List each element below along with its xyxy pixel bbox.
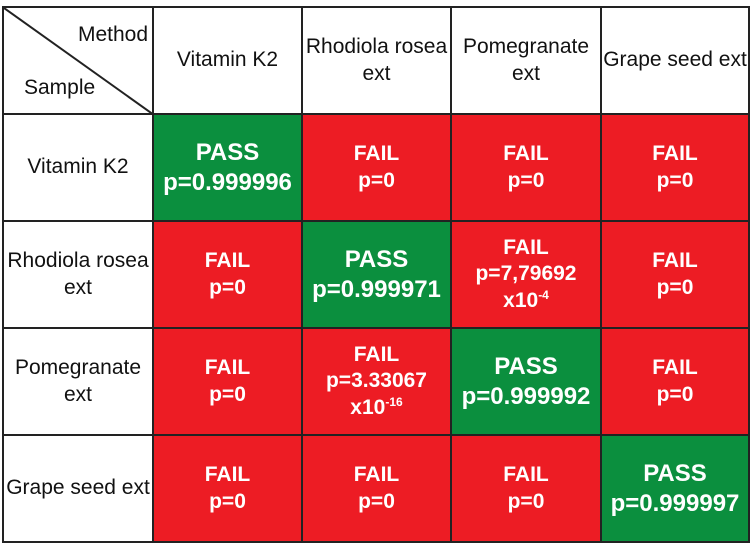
fail-cell: FAIL p=0 [600, 113, 750, 222]
pass-cell: PASS p=0.999997 [600, 434, 750, 543]
pass-cell: PASS p=0.999971 [301, 220, 452, 329]
p-exponent: x10-16 [350, 394, 403, 419]
fail-cell: FAIL p=0 [450, 434, 602, 543]
result-label: FAIL [353, 142, 400, 166]
table-row: Rhodiola rosea ext FAIL p=0 PASS p=0.999971 F… [2, 220, 750, 329]
fail-cell: FAIL p=0 [301, 113, 452, 222]
fail-cell: FAIL p=0 [152, 327, 303, 436]
method-header: Rhodiola rosea ext [301, 6, 452, 115]
pass-cell: PASS p=0.999996 [152, 113, 303, 222]
header-row: Method Sample Vitamin K2 Rhodiola rosea … [2, 6, 750, 115]
result-label: FAIL [652, 356, 698, 380]
fail-cell: FAIL p=0 [600, 327, 750, 436]
results-table: Method Sample Vitamin K2 Rhodiola rosea … [2, 6, 750, 543]
p-value: p=3.33067 [325, 369, 427, 393]
result-label: PASS [344, 245, 409, 273]
method-header: Grape seed ext [600, 6, 750, 115]
result-label: FAIL [204, 463, 251, 487]
table-row: Grape seed ext FAIL p=0 FAIL p=0 FAIL p=0 PASS p… [2, 434, 750, 543]
p-value: p=0 [209, 382, 246, 406]
method-label: Method [77, 23, 148, 46]
result-label: FAIL [652, 142, 698, 166]
p-value: p=0 [358, 489, 395, 513]
sample-header: Vitamin K2 [2, 113, 154, 222]
sample-header: Rhodiola rosea ext [2, 220, 154, 329]
fail-cell: FAIL p=0 [450, 113, 602, 222]
result-label: PASS [643, 459, 707, 487]
fail-cell: FAIL p=0 [152, 434, 303, 543]
p-value: p=0 [209, 489, 246, 513]
result-label: FAIL [503, 463, 549, 487]
result-label: FAIL [353, 343, 400, 367]
fail-cell: FAIL p=0 [301, 434, 452, 543]
corner-cell: Method Sample [2, 6, 154, 115]
fail-cell: FAIL p=0 [600, 220, 750, 329]
p-value: p=0.999992 [461, 382, 591, 410]
table-row: Pomegranate ext FAIL p=0 FAIL p=3.33067 x10-1… [2, 327, 750, 436]
p-exponent: x10-4 [503, 287, 549, 312]
p-value: p=0.999996 [163, 168, 292, 196]
method-header: Pomegranate ext [450, 6, 602, 115]
sample-header: Pomegranate ext [2, 327, 154, 436]
result-label: FAIL [652, 249, 698, 273]
pass-cell: PASS p=0.999992 [450, 327, 602, 436]
result-label: FAIL [204, 249, 251, 273]
p-value: p=0 [656, 275, 694, 299]
method-header: Vitamin K2 [152, 6, 303, 115]
result-label: FAIL [204, 356, 251, 380]
result-label: FAIL [503, 236, 549, 260]
sample-label: Sample [24, 75, 96, 99]
p-value: p=0.999997 [610, 489, 740, 517]
p-value: p=0.999971 [312, 275, 441, 303]
p-value: p=7,79692 [475, 262, 577, 286]
result-label: PASS [494, 352, 558, 380]
diagonal-divider [4, 8, 154, 115]
table-row: Vitamin K2 PASS p=0.999996 FAIL p=0 FAIL p=0 FA… [2, 113, 750, 222]
sample-header: Grape seed ext [2, 434, 154, 543]
result-label: FAIL [353, 463, 400, 487]
result-label: FAIL [503, 142, 549, 166]
p-value: p=0 [209, 275, 246, 299]
p-value: p=0 [507, 489, 545, 513]
p-value: p=0 [656, 382, 694, 406]
fail-cell: FAIL p=7,79692 x10-4 [450, 220, 602, 329]
fail-cell: FAIL p=0 [152, 220, 303, 329]
p-value: p=0 [656, 168, 694, 192]
p-value: p=0 [507, 168, 545, 192]
p-value: p=0 [358, 168, 395, 192]
fail-cell: FAIL p=3.33067 x10-16 [301, 327, 452, 436]
result-label: PASS [195, 138, 260, 166]
